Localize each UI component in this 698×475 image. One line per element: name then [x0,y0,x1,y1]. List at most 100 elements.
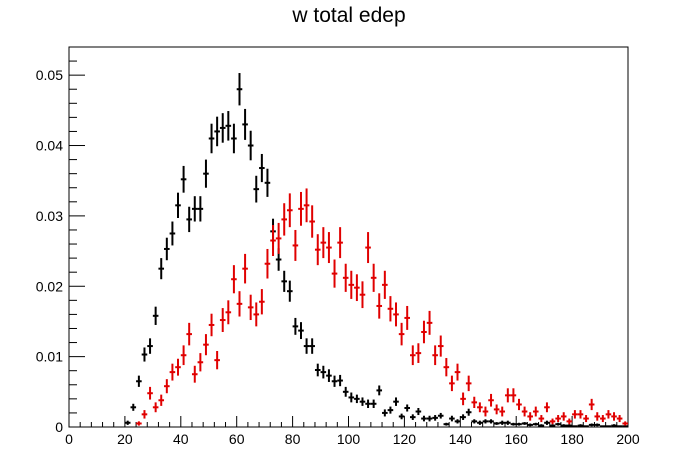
data-point [521,422,528,425]
data-point [180,165,187,193]
data-point [370,263,377,292]
data-point [566,418,573,425]
y-tick-label: 0.02 [36,278,63,294]
x-axis: 0 20 40 60 80 100 120 140 160 180 200 [65,416,640,447]
data-point [130,403,137,411]
data-point [600,425,606,428]
data-point [544,420,550,425]
data-point [298,191,304,226]
data-point [141,347,148,362]
x-tick-label: 140 [449,431,473,447]
data-point [404,404,410,412]
data-point [532,422,539,426]
data-point [186,322,192,346]
y-tick-label: 0.01 [36,349,63,365]
data-point [409,414,416,420]
data-point [415,408,422,416]
data-point [560,424,567,427]
data-point [583,425,589,428]
data-point [549,424,556,427]
data-point [320,365,327,379]
data-point [616,415,623,423]
series-0 [124,73,628,428]
data-point [281,270,288,292]
data-point [164,379,170,394]
data-point [594,412,601,421]
data-point [549,418,556,425]
data-point [555,422,561,426]
data-point [387,406,394,414]
x-tick-label: 0 [65,431,73,447]
data-point [477,402,483,413]
y-tick-label: 0 [55,419,63,435]
data-point [437,412,444,419]
data-point [426,310,433,335]
data-point [421,320,427,344]
data-point [236,73,243,106]
data-point [499,406,506,417]
data-point [404,305,410,330]
data-point [538,415,545,423]
data-point [214,116,220,147]
y-tick-label: 0.03 [36,208,63,224]
data-point [488,419,494,424]
data-point [214,351,220,370]
data-point [136,421,142,426]
data-point [197,353,204,372]
data-point [348,392,355,403]
data-point [253,302,260,327]
data-point [488,393,494,407]
data-point [175,192,181,218]
data-point [577,424,584,427]
data-point [516,422,522,426]
data-point [393,302,399,327]
data-point [147,386,153,400]
data-point [141,410,148,419]
data-point [320,227,327,259]
data-point [449,375,455,392]
data-point [242,108,248,140]
data-point [482,406,489,417]
data-point [264,248,271,279]
data-point [465,375,472,392]
data-point [443,422,450,426]
data-point [370,399,377,408]
data-point [152,306,159,325]
data-point [505,388,511,403]
data-point [281,203,288,236]
data-point [382,409,388,417]
data-point [471,419,478,424]
data-point [152,402,159,413]
data-point [505,420,511,425]
data-point [186,206,192,233]
data-point [337,374,343,387]
data-point [376,385,383,396]
data-point [309,338,315,354]
data-point [365,399,371,408]
data-point [544,402,550,413]
data-point [460,392,466,406]
data-point [359,397,366,406]
data-point [572,410,578,419]
series-layer [124,73,628,428]
data-point [309,205,315,238]
data-point [527,423,533,427]
data-point [376,293,383,319]
data-point [342,386,349,397]
data-point [611,424,617,427]
data-point [342,263,349,292]
data-point [354,274,360,302]
x-tick-label: 40 [173,431,189,447]
x-tick-label: 200 [616,431,640,447]
data-point [432,415,438,421]
data-point [622,421,628,426]
data-point [253,175,260,203]
data-point [191,365,198,383]
data-point [583,415,589,423]
data-point [616,425,623,428]
data-point [398,322,405,346]
data-point [437,335,444,357]
data-point [208,313,215,337]
x-tick-label: 120 [393,431,417,447]
data-point [566,424,573,427]
